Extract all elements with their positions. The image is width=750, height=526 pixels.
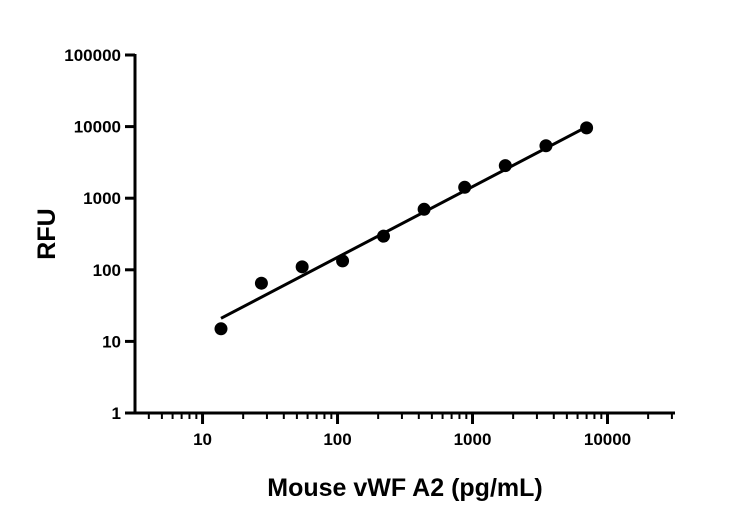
y-tick-label: 1	[112, 404, 121, 423]
x-axis-label: Mouse vWF A2 (pg/mL)	[267, 474, 542, 502]
data-point	[376, 229, 390, 243]
marks	[214, 121, 594, 336]
data-point	[254, 276, 268, 290]
axes: 10 100 1000 10000 1 10 100 1000 10000 100000	[64, 46, 675, 449]
x-tick-label: 100	[323, 430, 351, 449]
data-point	[580, 121, 594, 135]
data-point	[539, 139, 553, 153]
y-tick-label: 10	[102, 332, 121, 351]
y-axis-label: RFU	[33, 208, 61, 259]
x-tick-label: 1000	[454, 430, 492, 449]
fit-line	[220, 125, 588, 320]
y-tick-label: 100000	[64, 46, 121, 65]
data-point	[295, 260, 309, 274]
y-tick-label: 10000	[74, 118, 121, 137]
y-tick-label: 1000	[83, 189, 121, 208]
data-point	[458, 180, 472, 194]
data-point	[214, 322, 228, 336]
x-tick-label: 10	[193, 430, 212, 449]
data-point	[336, 254, 350, 268]
data-point	[417, 202, 431, 216]
x-tick-label: 10000	[584, 430, 631, 449]
data-point	[498, 159, 512, 173]
y-tick-label: 100	[93, 261, 121, 280]
